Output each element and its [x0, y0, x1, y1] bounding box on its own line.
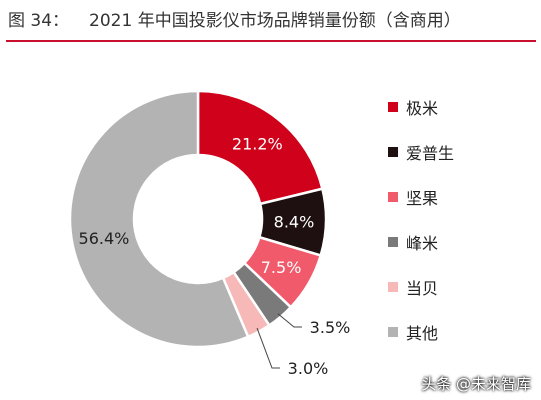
- legend-label-2: 坚果: [406, 189, 439, 208]
- data-label-4: 3.0%: [288, 359, 329, 378]
- legend-swatch-4: [388, 282, 398, 292]
- title-rule: [6, 40, 536, 42]
- legend-swatch-5: [388, 327, 398, 337]
- legend-item-5: 其他: [388, 321, 454, 343]
- legend-label-5: 其他: [406, 324, 439, 343]
- legend-item-1: 爱普生: [388, 141, 454, 163]
- figure-title-text: 2021 年中国投影仪市场品牌销量份额（含商用）: [89, 11, 461, 31]
- legend-item-4: 当贝: [388, 276, 454, 298]
- figure-title: 图 34： 2021 年中国投影仪市场品牌销量份额（含商用）: [8, 6, 461, 31]
- figure-label: 图 34：: [8, 11, 70, 31]
- legend-label-0: 极米: [406, 99, 439, 118]
- legend-swatch-0: [388, 102, 398, 112]
- legend-item-2: 坚果: [388, 186, 454, 208]
- data-label-3: 3.5%: [310, 318, 351, 337]
- data-label-5: 56.4%: [79, 229, 130, 248]
- legend-swatch-3: [388, 237, 398, 247]
- legend-label-4: 当贝: [406, 279, 439, 298]
- legend-label-3: 峰米: [406, 234, 439, 253]
- data-label-1: 8.4%: [274, 212, 315, 231]
- donut-slice-5: [68, 89, 250, 349]
- leader-line-3: [277, 313, 302, 328]
- legend-item-3: 峰米: [388, 231, 454, 253]
- legend-swatch-2: [388, 192, 398, 202]
- legend-swatch-1: [388, 147, 398, 157]
- donut-slice-0: [196, 89, 324, 206]
- data-label-0: 21.2%: [232, 135, 283, 154]
- legend-label-1: 爱普生: [406, 144, 455, 163]
- legend-item-0: 极米: [388, 96, 454, 118]
- watermark: 头条 @未来智库: [421, 375, 531, 393]
- data-label-2: 7.5%: [261, 258, 302, 277]
- chart-legend: 极米爱普生坚果峰米当贝其他: [388, 96, 454, 366]
- leader-line-4: [256, 327, 280, 369]
